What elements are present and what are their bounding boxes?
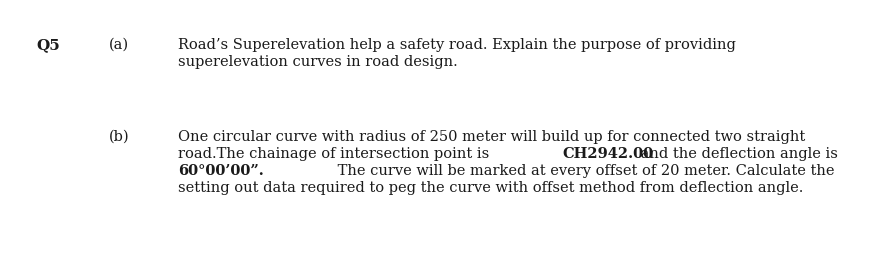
Text: 60°00’00”.: 60°00’00”. — [178, 164, 264, 178]
Text: The curve will be marked at every offset of 20 meter. Calculate the: The curve will be marked at every offset… — [332, 164, 833, 178]
Text: (b): (b) — [109, 130, 129, 144]
Text: Q5: Q5 — [36, 38, 60, 52]
Text: setting out data required to peg the curve with offset method from deflection an: setting out data required to peg the cur… — [178, 181, 803, 195]
Text: (a): (a) — [109, 38, 129, 52]
Text: Road’s Superelevation help a safety road. Explain the purpose of providing: Road’s Superelevation help a safety road… — [178, 38, 735, 52]
Text: superelevation curves in road design.: superelevation curves in road design. — [178, 55, 458, 69]
Text: road.The chainage of intersection point is: road.The chainage of intersection point … — [178, 147, 494, 161]
Text: CH2942.00: CH2942.00 — [562, 147, 653, 161]
Text: One circular curve with radius of 250 meter will build up for connected two stra: One circular curve with radius of 250 me… — [178, 130, 805, 144]
Text: and the deflection angle is: and the deflection angle is — [635, 147, 837, 161]
